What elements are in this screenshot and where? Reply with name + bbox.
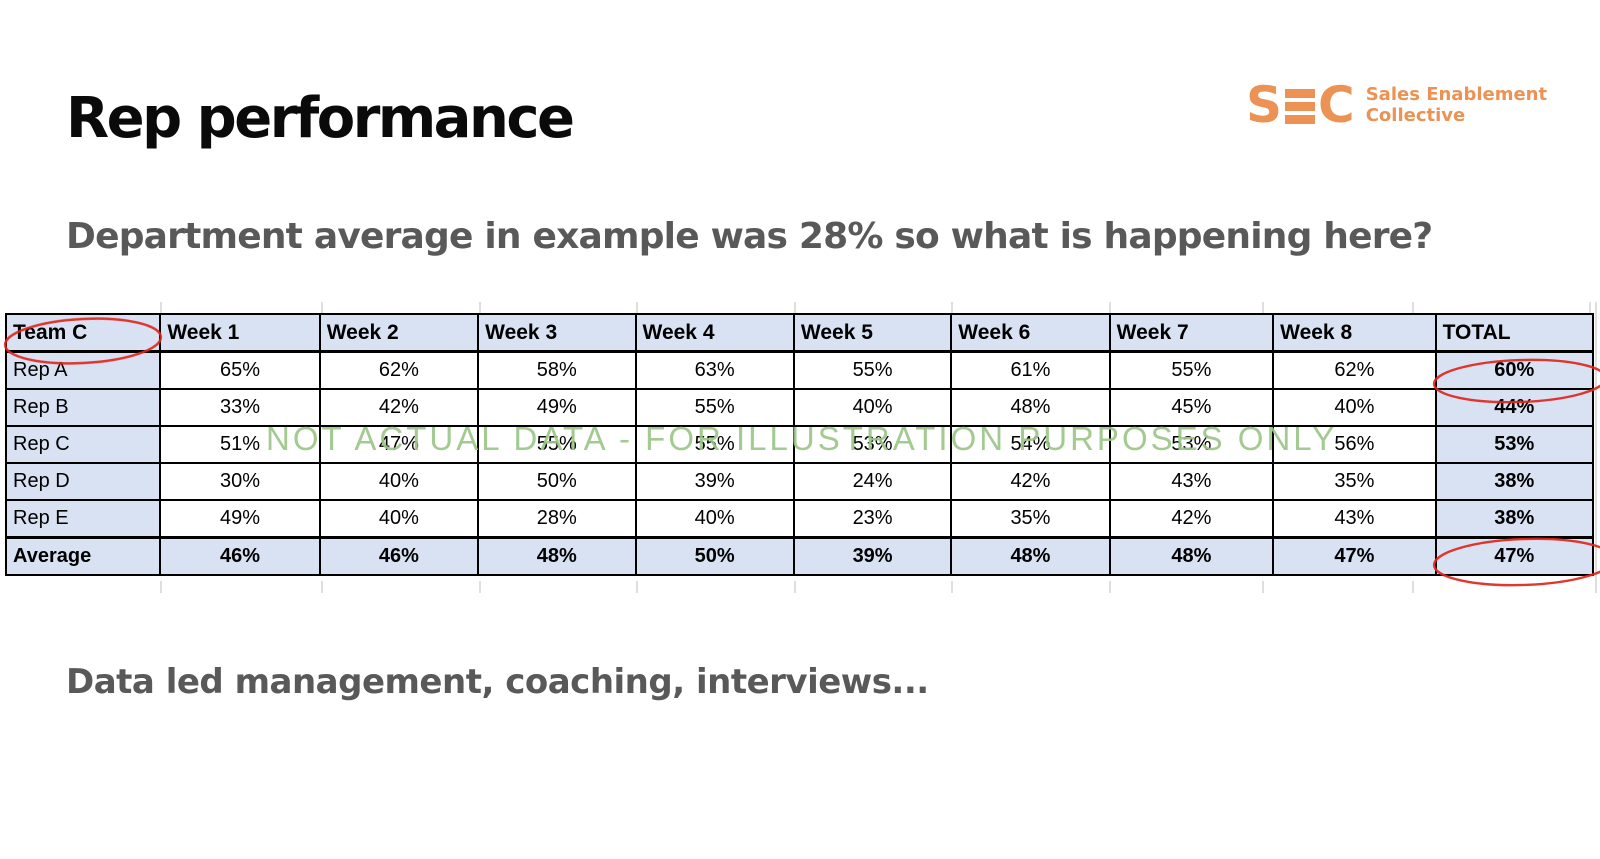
slide-subtitle: Department average in example was 28% so…	[66, 216, 1433, 257]
table-cell: 58%	[477, 350, 637, 390]
logo-wordmark: Sales Enablement Collective	[1366, 84, 1547, 126]
table-cell: 23%	[792, 499, 953, 539]
table-cell: 46%	[318, 536, 480, 576]
table-cell: 48%	[1108, 536, 1275, 576]
table-cell: 61%	[950, 350, 1111, 390]
table-cell: 40%	[792, 388, 953, 427]
row-label: Rep E	[4, 499, 162, 539]
table-cell: 48%	[477, 536, 637, 576]
table-cell: 47%	[318, 425, 480, 464]
table-cell: 47%	[1272, 536, 1437, 576]
table-cell: 42%	[1108, 499, 1275, 539]
slide-footer-text: Data led management, coaching, interview…	[66, 662, 929, 702]
logo-letter-s: S	[1246, 76, 1283, 134]
table-cell: 48%	[950, 536, 1111, 576]
table-cell: 30%	[159, 462, 321, 501]
column-header-week7: Week 7	[1108, 313, 1275, 353]
row-label: Rep C	[4, 425, 162, 464]
table-cell-total: 38%	[1434, 462, 1595, 501]
row-label: Average	[4, 536, 162, 576]
logo-name-line2: Collective	[1365, 105, 1466, 126]
logo-letter-e-bars-icon	[1285, 89, 1316, 124]
table-cell: 35%	[950, 499, 1111, 539]
column-header-total: TOTAL	[1434, 313, 1595, 353]
sec-logo: S C Sales Enablement Collective	[1246, 80, 1547, 130]
table-cell: 48%	[950, 388, 1111, 427]
table-cell: 45%	[1108, 388, 1275, 427]
logo-name-line1: Sales Enablement	[1365, 83, 1548, 105]
column-header-week8: Week 8	[1272, 313, 1437, 353]
table-row-rep-c: Rep C 51% 47% 55% 55% 53% 54% 53% 56% 53…	[4, 425, 1595, 464]
table-cell-total: 44%	[1434, 388, 1595, 427]
logo-letter-c: C	[1318, 76, 1355, 134]
table-cell: 53%	[792, 425, 953, 464]
table-cell: 39%	[634, 462, 795, 501]
table-cell: 53%	[1108, 425, 1275, 464]
table-cell-total: 60%	[1434, 350, 1595, 390]
table-cell: 43%	[1108, 462, 1275, 501]
table-cell: 51%	[159, 425, 321, 464]
column-header-week1: Week 1	[159, 313, 321, 353]
table-cell: 49%	[159, 499, 321, 539]
table-cell: 40%	[318, 462, 480, 501]
table-cell-total: 53%	[1434, 425, 1595, 464]
table-cell: 63%	[634, 350, 795, 390]
table-row-rep-e: Rep E 49% 40% 28% 40% 23% 35% 42% 43% 38…	[4, 499, 1595, 539]
table-row-rep-b: Rep B 33% 42% 49% 55% 40% 48% 45% 40% 44…	[4, 388, 1595, 427]
table-cell: 40%	[634, 499, 795, 539]
table-cell: 49%	[477, 388, 637, 427]
table-cell: 43%	[1272, 499, 1437, 539]
table-cell: 24%	[792, 462, 953, 501]
table-row-rep-d: Rep D 30% 40% 50% 39% 24% 42% 43% 35% 38…	[4, 462, 1595, 501]
table-cell: 55%	[634, 388, 795, 427]
table-cell: 46%	[159, 536, 321, 576]
column-header-week6: Week 6	[950, 313, 1111, 353]
table-cell: 65%	[159, 350, 321, 390]
table-cell: 54%	[950, 425, 1111, 464]
table-cell: 35%	[1272, 462, 1437, 501]
table-cell: 55%	[792, 350, 953, 390]
table-cell: 42%	[318, 388, 480, 427]
column-header-week3: Week 3	[477, 313, 637, 353]
sec-logo-mark: S C	[1246, 80, 1355, 130]
column-header-team: Team C	[4, 313, 162, 353]
column-header-week2: Week 2	[318, 313, 480, 353]
table-cell-total: 47%	[1434, 536, 1595, 576]
table-cell: 62%	[318, 350, 480, 390]
table-cell: 55%	[477, 425, 637, 464]
rep-performance-table: Team C Week 1 Week 2 Week 3 Week 4 Week …	[4, 313, 1595, 576]
table-cell: 56%	[1272, 425, 1437, 464]
column-header-week4: Week 4	[634, 313, 795, 353]
row-label: Rep D	[4, 462, 162, 501]
table-cell: 42%	[950, 462, 1111, 501]
column-header-week5: Week 5	[792, 313, 953, 353]
page-title: Rep performance	[66, 86, 575, 151]
table-cell: 50%	[477, 462, 637, 501]
table-cell: 40%	[318, 499, 480, 539]
table-cell: 62%	[1272, 350, 1437, 390]
table-cell: 33%	[159, 388, 321, 427]
table-header-row: Team C Week 1 Week 2 Week 3 Week 4 Week …	[4, 313, 1595, 353]
table-row-rep-a: Rep A 65% 62% 58% 63% 55% 61% 55% 62% 60…	[4, 350, 1595, 390]
table-cell: 50%	[634, 536, 795, 576]
table-row-average: Average 46% 46% 48% 50% 39% 48% 48% 47% …	[4, 536, 1595, 576]
table-cell: 55%	[1108, 350, 1275, 390]
table-cell: 55%	[634, 425, 795, 464]
row-label: Rep B	[4, 388, 162, 427]
table-cell: 28%	[477, 499, 637, 539]
table-cell-total: 38%	[1434, 499, 1595, 539]
row-label: Rep A	[4, 350, 162, 390]
table-cell: 39%	[792, 536, 953, 576]
table-cell: 40%	[1272, 388, 1437, 427]
